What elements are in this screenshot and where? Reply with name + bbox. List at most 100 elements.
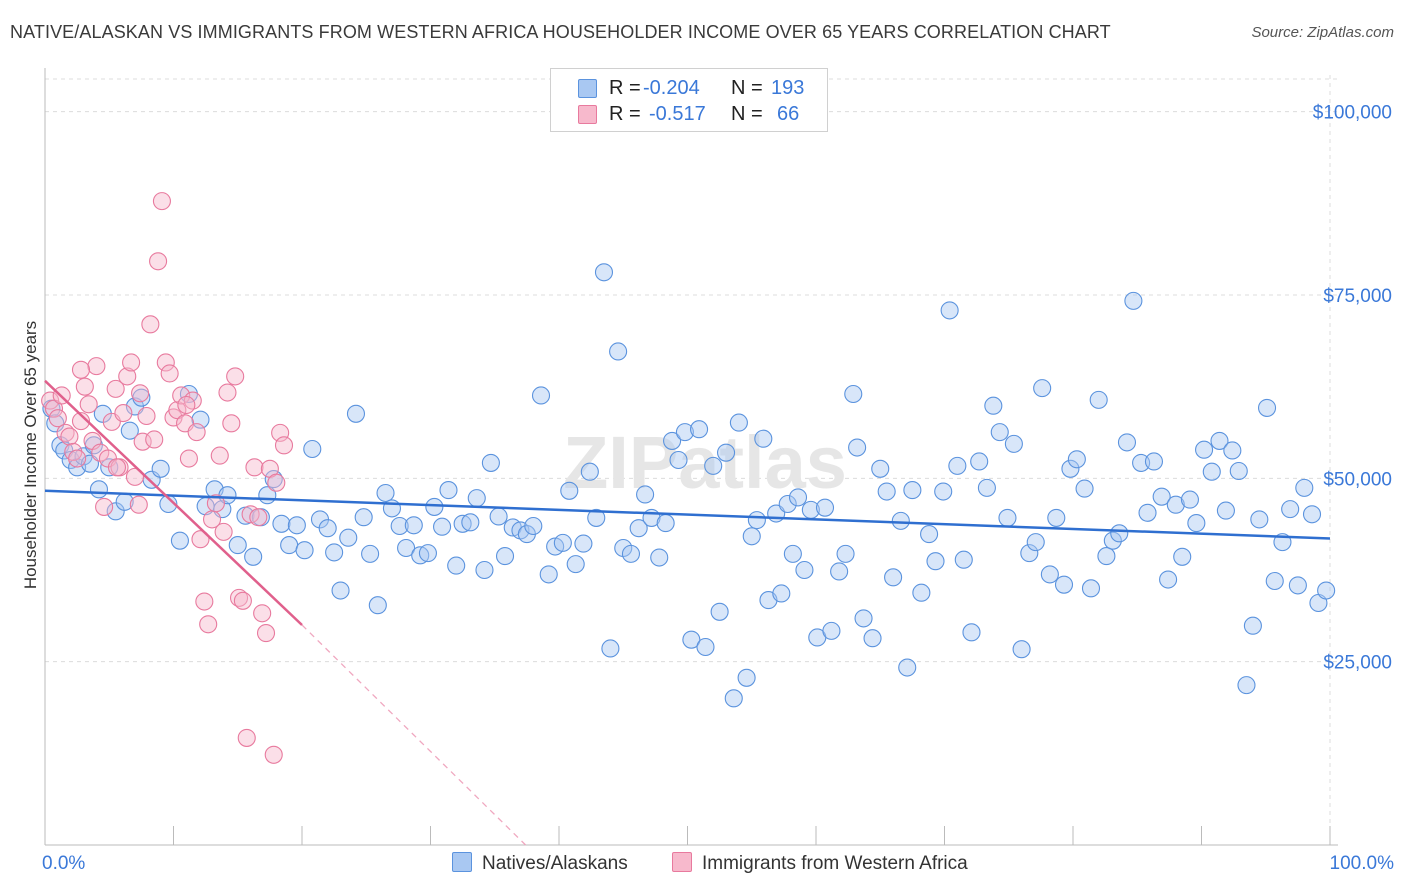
y-axis-label: Householder Income Over 65 years <box>21 321 40 589</box>
native-point <box>531 386 551 405</box>
african-point <box>206 494 225 513</box>
x-tick-label: 100.0% <box>1330 853 1395 874</box>
native-point <box>1054 575 1074 594</box>
chart-title: NATIVE/ALASKAN VS IMMIGRANTS FROM WESTER… <box>10 22 1111 42</box>
native-point <box>376 483 395 503</box>
axis-labels: $25,000 $50,000 $75,000 $100,000 0.0% 100.0% H… <box>21 103 1394 874</box>
native-point <box>970 452 989 471</box>
axes <box>44 68 1338 846</box>
african-point <box>237 728 256 747</box>
native-point <box>461 513 480 532</box>
native-point <box>1117 433 1137 452</box>
native-point <box>754 429 773 448</box>
native-point <box>404 516 423 535</box>
african-point <box>177 395 196 415</box>
african-point <box>71 412 91 431</box>
native-point <box>1159 570 1178 589</box>
native-point <box>295 541 314 560</box>
native-point <box>1202 462 1221 481</box>
native-point <box>1075 479 1094 498</box>
native-point <box>318 519 337 538</box>
native-point <box>663 431 682 450</box>
legend-row-native: R = -0.204 N = 193 <box>551 75 827 101</box>
native-point <box>1089 390 1108 409</box>
african-point <box>71 360 91 379</box>
native-point <box>433 517 452 536</box>
african-point <box>79 395 98 414</box>
native-point <box>1281 500 1300 519</box>
native-point <box>795 560 814 580</box>
native-point <box>737 668 756 687</box>
native-point <box>891 511 910 530</box>
native-point <box>1265 571 1284 591</box>
native-point <box>1302 505 1322 524</box>
native-point <box>524 516 543 536</box>
native-point <box>287 516 306 535</box>
african-point <box>114 404 133 423</box>
african-point <box>187 423 206 442</box>
native-point <box>621 544 641 563</box>
african-points <box>41 192 294 764</box>
bottom-legend-swatch-native <box>452 852 472 872</box>
african-point <box>106 379 125 398</box>
native-point <box>331 581 350 600</box>
native-point <box>1138 503 1157 522</box>
native-point <box>425 497 444 516</box>
legend-swatch-native <box>578 79 597 98</box>
african-point <box>95 497 114 516</box>
native-point <box>848 438 867 457</box>
native-point <box>898 658 917 677</box>
native-point <box>783 544 802 563</box>
native-point <box>1250 510 1269 529</box>
african-trend-extension <box>301 624 527 846</box>
native-point <box>1295 478 1314 497</box>
y-tick-label: $25,000 <box>1323 653 1392 674</box>
african-point <box>141 315 160 334</box>
native-point <box>390 516 409 536</box>
native-point <box>539 565 558 584</box>
african-point <box>195 592 214 611</box>
native-point <box>453 514 472 533</box>
native-point <box>1195 440 1214 459</box>
native-point <box>495 547 515 566</box>
native-point <box>724 689 743 708</box>
native-point <box>272 514 291 533</box>
african-point <box>256 624 276 643</box>
native-point <box>303 439 322 459</box>
african-point <box>122 353 141 372</box>
native-point <box>1288 576 1307 595</box>
native-point <box>1210 431 1229 450</box>
bottom-legend-label-native: Natives/Alaskans <box>482 853 628 874</box>
native-point <box>830 562 849 581</box>
african-point <box>125 467 144 486</box>
native-point <box>704 456 723 475</box>
african-point <box>137 406 156 426</box>
native-point <box>710 602 729 621</box>
native-point <box>560 481 579 500</box>
native-point <box>629 519 648 538</box>
x-tick-label: 0.0% <box>42 853 85 874</box>
african-point <box>222 414 241 433</box>
native-point <box>566 555 585 574</box>
native-point <box>1187 514 1206 533</box>
native-point <box>984 396 1003 415</box>
native-point <box>650 548 669 567</box>
african-point <box>253 604 272 623</box>
native-point <box>656 514 675 533</box>
native-point <box>1237 676 1256 695</box>
native-point <box>397 538 416 558</box>
native-point <box>696 637 715 657</box>
native-point <box>1243 616 1262 635</box>
native-point <box>912 583 931 602</box>
native-point <box>574 534 593 553</box>
native-point <box>587 508 606 527</box>
native-point <box>1317 581 1336 600</box>
bottom-legend-native: Natives/Alaskans <box>452 852 628 875</box>
african-point <box>133 432 152 451</box>
trend-lines <box>44 379 1331 846</box>
y-tick-label: $100,000 <box>1313 103 1392 124</box>
native-point <box>926 552 945 571</box>
african-point <box>149 252 168 271</box>
native-point <box>871 459 890 478</box>
native-point <box>998 508 1017 527</box>
